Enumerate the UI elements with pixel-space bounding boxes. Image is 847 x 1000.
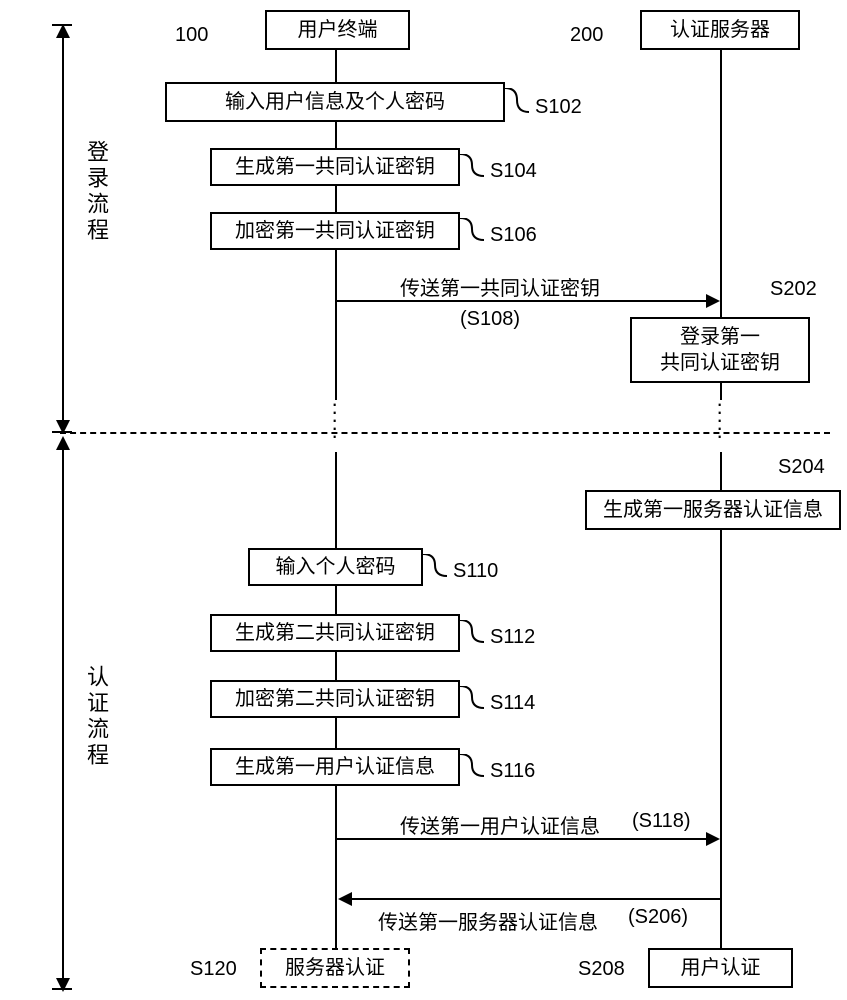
lane-user-id: 100 bbox=[175, 24, 208, 47]
msg-s206-line bbox=[350, 898, 720, 900]
lane-user-header-text: 用户终端 bbox=[298, 17, 378, 43]
brace-s102 bbox=[505, 88, 533, 116]
msg-s206-text: 传送第一服务器认证信息 bbox=[378, 906, 598, 935]
step-s104-id: S104 bbox=[490, 160, 537, 183]
step-s112-id: S112 bbox=[490, 626, 535, 649]
step-s104: 生成第一共同认证密钥 bbox=[210, 148, 460, 186]
msg-s108-text: 传送第一共同认证密钥 bbox=[400, 272, 600, 301]
step-s204-id: S204 bbox=[778, 456, 825, 479]
brace-s114 bbox=[460, 686, 488, 712]
lifeline-server-dots: ····· bbox=[716, 400, 723, 440]
step-s106-id: S106 bbox=[490, 224, 537, 247]
brace-s104 bbox=[460, 154, 488, 180]
step-s112: 生成第二共同认证密钥 bbox=[210, 614, 460, 652]
step-s202: 登录第一 共同认证密钥 bbox=[630, 317, 810, 383]
step-s114-text: 加密第二共同认证密钥 bbox=[235, 686, 435, 712]
step-s112-text: 生成第二共同认证密钥 bbox=[235, 620, 435, 646]
step-s104-text: 生成第一共同认证密钥 bbox=[235, 154, 435, 180]
step-s120-id: S120 bbox=[190, 958, 237, 981]
step-s102-id: S102 bbox=[535, 96, 582, 119]
msg-s118-id: (S118) bbox=[632, 810, 691, 833]
step-s106-text: 加密第一共同认证密钥 bbox=[235, 218, 435, 244]
step-s208: 用户认证 bbox=[648, 948, 793, 988]
step-s208-text: 用户认证 bbox=[681, 955, 761, 981]
step-s110-id: S110 bbox=[453, 560, 498, 583]
step-s110-text: 输入个人密码 bbox=[276, 554, 396, 580]
lane-server-header: 认证服务器 bbox=[640, 10, 800, 50]
step-s204: 生成第一服务器认证信息 bbox=[585, 490, 841, 530]
step-s114: 加密第二共同认证密钥 bbox=[210, 680, 460, 718]
step-s114-id: S114 bbox=[490, 692, 535, 715]
step-s208-id: S208 bbox=[578, 958, 625, 981]
step-s116-id: S116 bbox=[490, 760, 535, 783]
lane-server-id: 200 bbox=[570, 24, 603, 47]
lane-user-header: 用户终端 bbox=[265, 10, 410, 50]
step-s202-id: S202 bbox=[770, 278, 817, 301]
step-s102: 输入用户信息及个人密码 bbox=[165, 82, 505, 122]
step-s204-text: 生成第一服务器认证信息 bbox=[603, 497, 823, 523]
lane-server-header-text: 认证服务器 bbox=[670, 17, 770, 43]
brace-s112 bbox=[460, 620, 488, 646]
step-s106: 加密第一共同认证密钥 bbox=[210, 212, 460, 250]
step-s120-text: 服务器认证 bbox=[285, 955, 385, 981]
section-label-login: 登录流程 bbox=[80, 140, 112, 244]
step-s120: 服务器认证 bbox=[260, 948, 410, 988]
msg-s206-id: (S206) bbox=[628, 906, 688, 929]
msg-s108-id: (S108) bbox=[460, 308, 520, 331]
lifeline-user-dots: ····· bbox=[331, 400, 338, 440]
brace-s110 bbox=[423, 554, 451, 580]
step-s116-text: 生成第一用户认证信息 bbox=[235, 754, 435, 780]
step-s110: 输入个人密码 bbox=[248, 548, 423, 586]
brace-s106 bbox=[460, 218, 488, 244]
brace-s116 bbox=[460, 754, 488, 780]
step-s102-text: 输入用户信息及个人密码 bbox=[225, 89, 445, 115]
step-s202-text: 登录第一 共同认证密钥 bbox=[660, 324, 780, 376]
section-label-auth: 认证流程 bbox=[80, 665, 112, 769]
phase-divider bbox=[60, 432, 830, 434]
msg-s118-text: 传送第一用户认证信息 bbox=[400, 810, 600, 839]
msg-s118-arrow bbox=[706, 832, 720, 846]
msg-s108-arrow bbox=[706, 294, 720, 308]
step-s116: 生成第一用户认证信息 bbox=[210, 748, 460, 786]
msg-s206-arrow bbox=[338, 892, 352, 906]
